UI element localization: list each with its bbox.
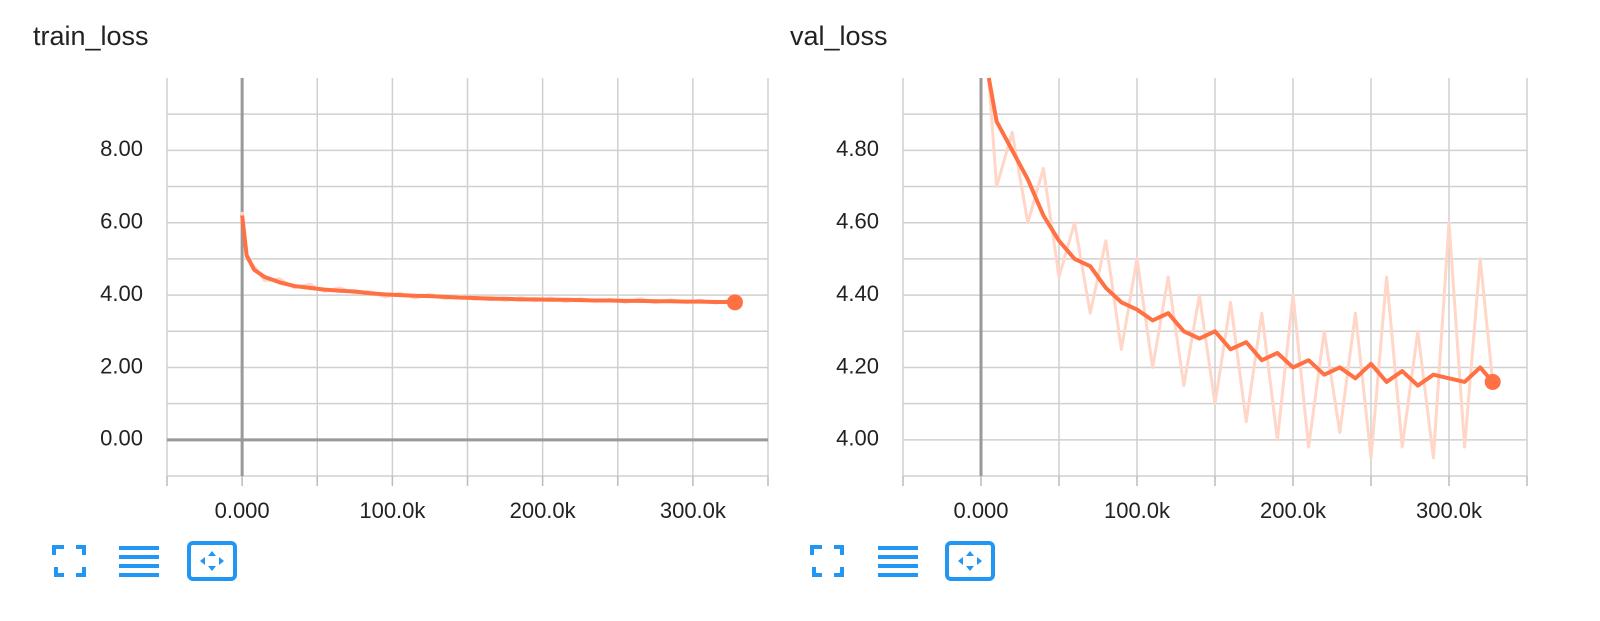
fit-button[interactable] <box>187 541 237 581</box>
list-button[interactable] <box>119 546 159 577</box>
x-tick-label: 200.0k <box>510 498 577 523</box>
chart-title: train_loss <box>33 21 149 51</box>
end-point <box>1484 373 1501 390</box>
x-tick-label: 300.0k <box>660 498 727 523</box>
x-tick-label: 300.0k <box>1416 498 1483 523</box>
chart: train_loss 0.00 2.00 4.00 6.00 8.00 0.000 100.0… <box>33 21 769 523</box>
y-tick-label: 8.00 <box>100 136 143 161</box>
y-tick-label: 4.80 <box>836 136 879 161</box>
list-button[interactable] <box>878 546 918 577</box>
end-point <box>726 294 743 311</box>
line-series <box>987 77 1495 460</box>
y-tick-label: 4.20 <box>836 353 879 378</box>
y-tick-label: 4.00 <box>100 281 143 306</box>
chart: val_loss 4.00 4.20 4.40 4.60 4.80 0.000 100.0k 2… <box>790 21 1528 523</box>
fullscreen-button[interactable] <box>810 545 844 577</box>
x-tick-label: 200.0k <box>1260 498 1327 523</box>
toolbar <box>52 541 995 581</box>
y-tick-label: 0.00 <box>100 426 143 451</box>
chart-title: val_loss <box>790 21 888 51</box>
x-tick-label: 100.0k <box>1104 498 1171 523</box>
y-tick-label: 6.00 <box>100 209 143 234</box>
y-tick-label: 4.00 <box>836 426 879 451</box>
fit-button[interactable] <box>945 541 995 581</box>
y-tick-label: 2.00 <box>100 353 143 378</box>
y-tick-label: 4.40 <box>836 281 879 306</box>
line-series <box>240 215 736 305</box>
x-tick-label: 0.000 <box>215 498 270 523</box>
line-series <box>986 77 1495 388</box>
fullscreen-button[interactable] <box>52 545 86 577</box>
x-tick-label: 0.000 <box>953 498 1008 523</box>
x-tick-label: 100.0k <box>359 498 426 523</box>
y-tick-label: 4.60 <box>836 209 879 234</box>
